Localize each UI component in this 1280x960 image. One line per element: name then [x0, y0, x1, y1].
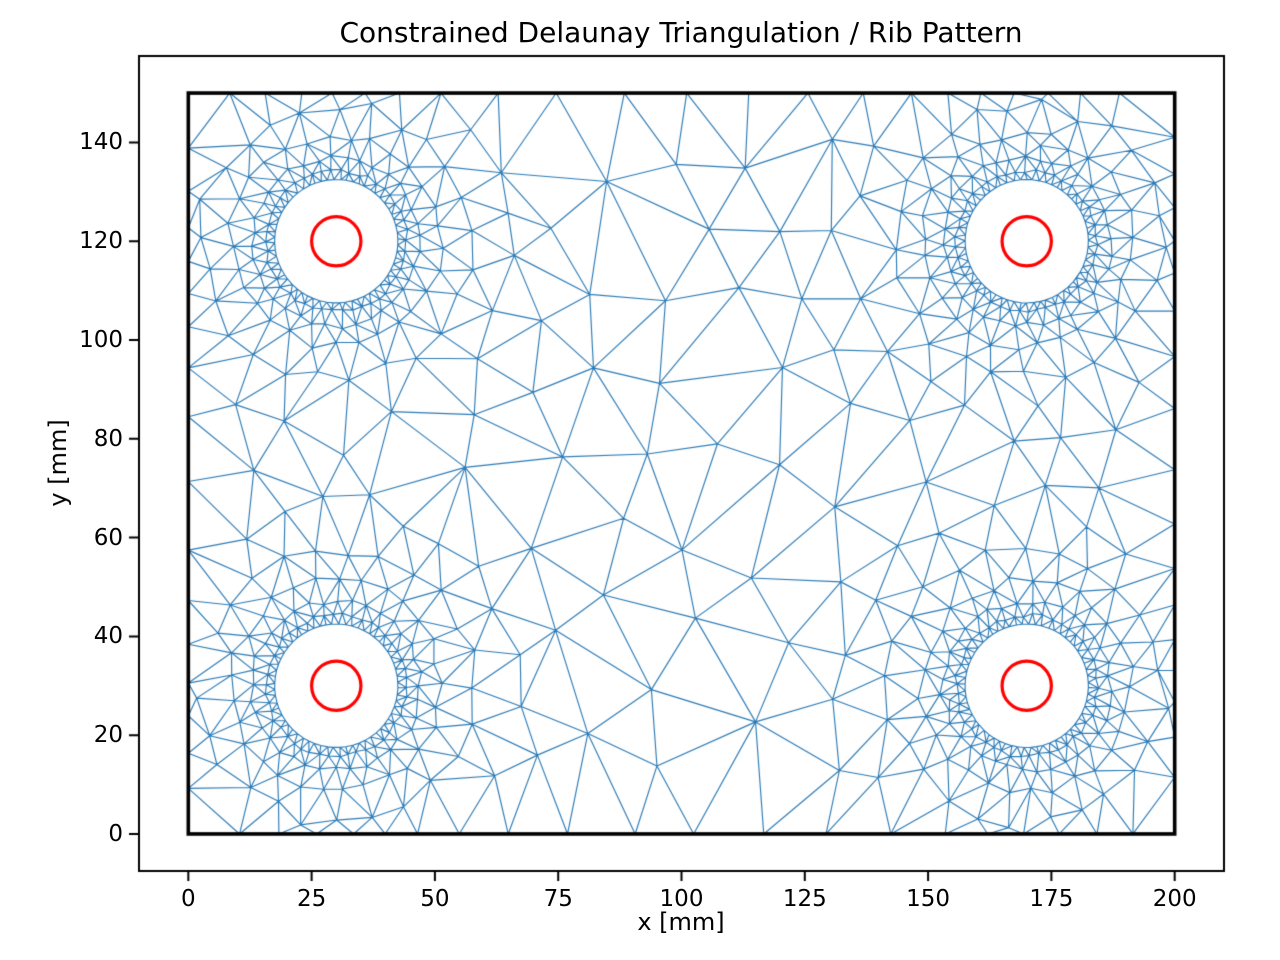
y-tick-label: 40 — [93, 623, 123, 650]
x-tick-label: 125 — [782, 886, 827, 912]
x-tick-label: 200 — [1152, 886, 1197, 912]
x-tick-label: 0 — [180, 886, 196, 912]
y-tick-label: 60 — [93, 524, 123, 551]
y-tick-label: 0 — [108, 820, 123, 847]
y-tick-label: 140 — [79, 129, 123, 156]
x-tick-label: 150 — [906, 886, 951, 912]
x-tick-label: 175 — [1029, 886, 1074, 912]
x-tick-label: 100 — [659, 886, 704, 912]
y-tick-label: 20 — [93, 722, 123, 749]
y-tick-label: 120 — [79, 228, 123, 255]
x-axis-label: x [mm] — [637, 908, 725, 936]
x-tick-label: 25 — [296, 886, 327, 912]
y-tick-label: 80 — [93, 425, 123, 452]
x-tick-label: 75 — [543, 886, 573, 912]
y-tick-label: 100 — [79, 327, 123, 353]
x-tick-label: 50 — [420, 886, 450, 912]
plot-title: Constrained Delaunay Triangulation / Rib… — [339, 16, 1023, 49]
